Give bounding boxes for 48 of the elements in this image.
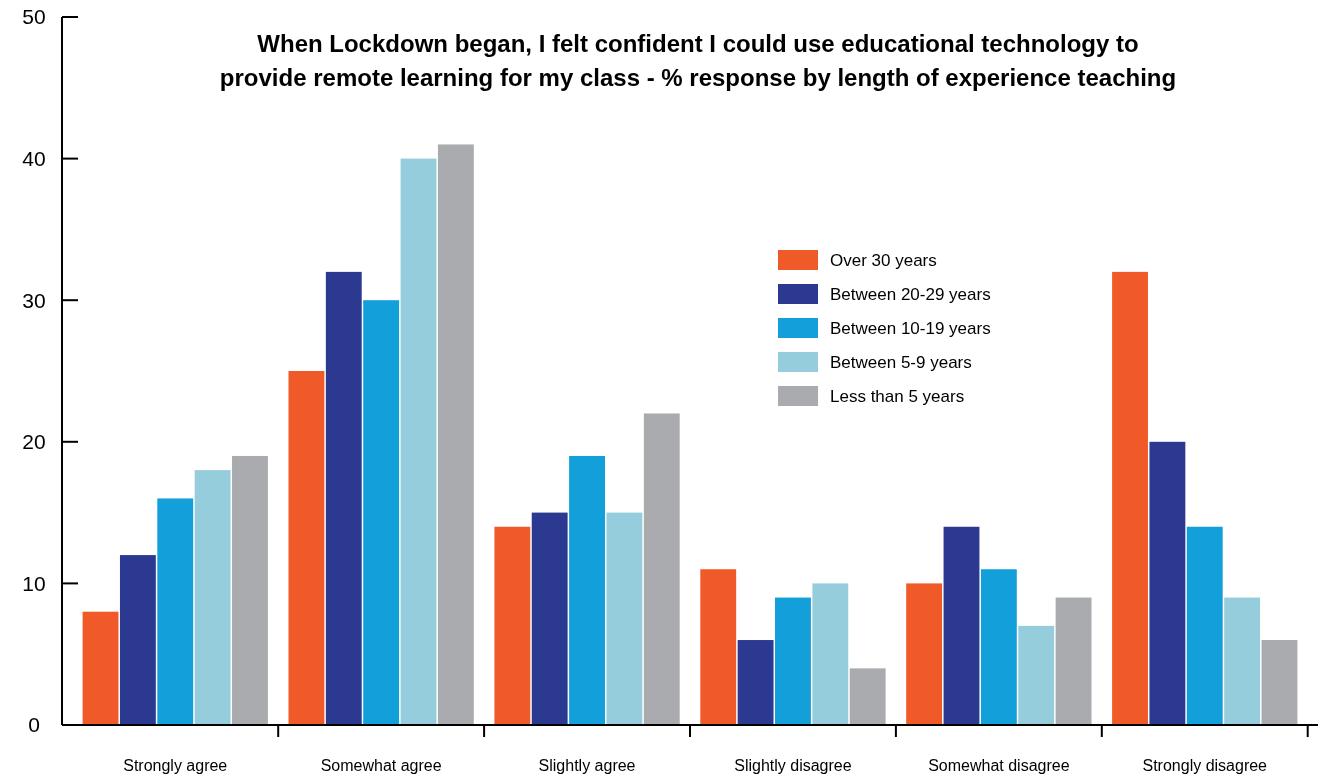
bar (569, 455, 605, 725)
legend-label: Less than 5 years (830, 386, 965, 406)
bar (363, 300, 400, 725)
bar (400, 158, 437, 725)
bar (288, 371, 325, 725)
y-tick-label: 40 (22, 146, 46, 170)
bar (1224, 597, 1261, 725)
y-tick-label: 10 (22, 571, 46, 595)
x-tick-label: Somewhat agree (320, 757, 442, 774)
y-tick-label: 20 (22, 430, 46, 454)
y-tick-label: 0 (28, 713, 40, 737)
legend-label: Over 30 years (830, 250, 937, 270)
legend-label: Between 10-19 years (830, 318, 991, 338)
x-tick-label: Strongly disagree (1142, 757, 1268, 774)
legend-label: Between 20-29 years (830, 284, 991, 304)
bar (849, 668, 886, 725)
bar (194, 470, 231, 725)
bar (1186, 526, 1223, 725)
bar (943, 526, 980, 725)
bar (437, 144, 474, 725)
y-tick-label: 30 (22, 288, 46, 312)
bar (119, 555, 156, 725)
legend-label: Between 5-9 years (830, 352, 972, 372)
bar (1149, 441, 1186, 725)
bar (812, 583, 849, 725)
bar (906, 583, 943, 725)
bar (606, 512, 643, 725)
bar (157, 498, 194, 725)
bar (643, 413, 680, 725)
x-tick-label: Somewhat disagree (928, 757, 1070, 774)
bar (700, 569, 737, 725)
bar (775, 597, 811, 725)
bar (1261, 640, 1298, 725)
bar (82, 611, 119, 725)
bar (980, 569, 1017, 725)
text: When Lockdown began, I felt confident I could use educational technology to provide remote learning for my class - % response by length of experience teaching (219, 30, 1177, 91)
bar (1112, 271, 1148, 725)
bar (494, 526, 531, 725)
bar (325, 271, 362, 725)
x-tick-label: Slightly agree (538, 757, 636, 774)
bar (1055, 597, 1092, 725)
x-tick-label: Slightly disagree (734, 757, 852, 774)
bar (737, 640, 774, 725)
bar (232, 455, 268, 725)
bar (531, 512, 568, 725)
y-tick-label: 50 (22, 5, 46, 29)
bar (1018, 625, 1055, 725)
x-tick-label: Strongly agree (123, 757, 228, 774)
